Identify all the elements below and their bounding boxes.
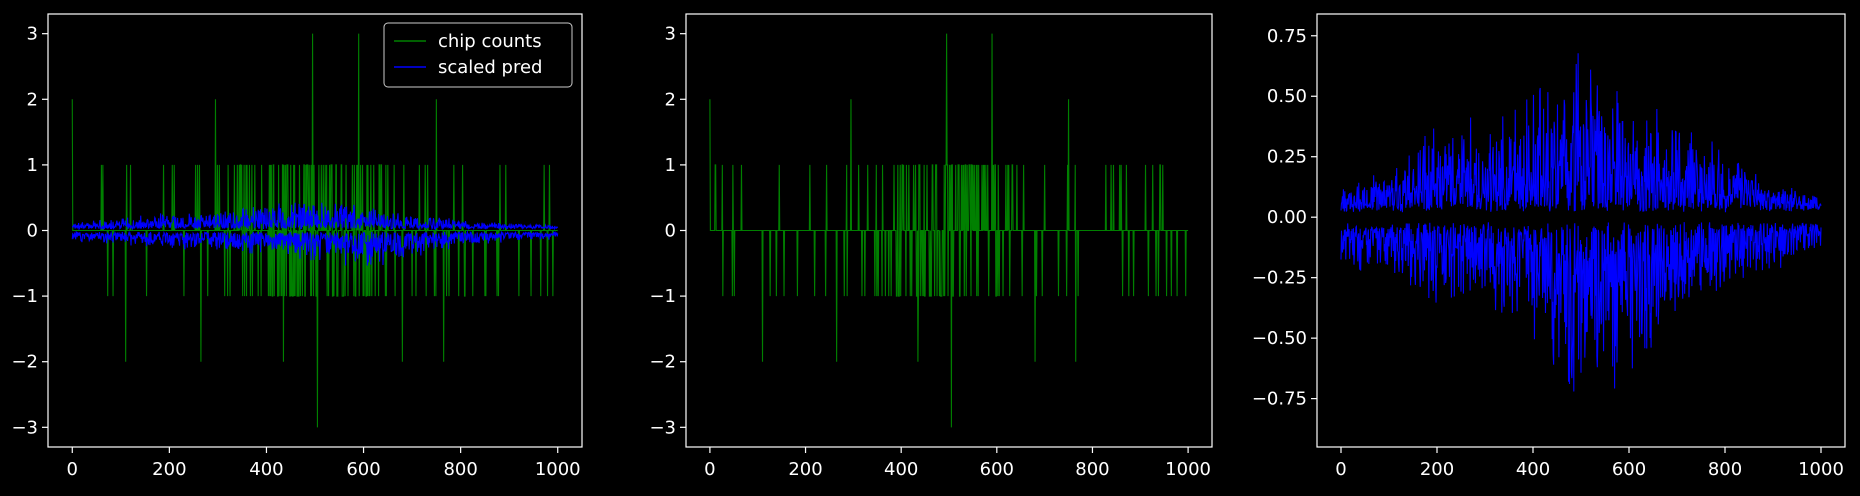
legend-box xyxy=(383,22,573,88)
plot-area xyxy=(709,33,1189,428)
x-tick-label: 0 xyxy=(704,459,715,480)
x-tick-label: 200 xyxy=(1420,459,1454,480)
y-tick-label: −1 xyxy=(11,286,38,307)
y-tick-label: 2 xyxy=(27,89,38,110)
y-tick-label: −2 xyxy=(11,352,38,373)
legend: chip counts scaled pred xyxy=(383,22,573,88)
y-tick-label: −1 xyxy=(649,286,676,307)
x-tick-label: 200 xyxy=(788,459,822,480)
x-tick-label: 1000 xyxy=(535,459,581,480)
series-line-pred-lower xyxy=(1340,222,1822,392)
x-tick-label: 800 xyxy=(1708,459,1742,480)
y-tick-label: 2 xyxy=(665,89,676,110)
series-line-counts xyxy=(71,33,558,428)
x-tick-label: 600 xyxy=(346,459,380,480)
x-tick-label: 1000 xyxy=(1798,459,1844,480)
x-tick-label: 400 xyxy=(1516,459,1550,480)
x-tick-label: 1000 xyxy=(1165,459,1211,480)
x-tick-label: 200 xyxy=(152,459,186,480)
y-tick-label: 1 xyxy=(665,155,676,176)
series-line-pred-upper xyxy=(1340,53,1822,213)
axes-frame xyxy=(1316,13,1846,448)
plot-area xyxy=(1340,53,1822,392)
x-tick-label: 0 xyxy=(67,459,78,480)
subplot-3: 0 200 400 600 800 1000 −0.75 −0.50 −0.25 0.00 0.25… xyxy=(1252,13,1846,480)
y-tick-label: −3 xyxy=(649,417,676,438)
legend-label: chip counts xyxy=(438,31,542,52)
y-tick-label: 0.25 xyxy=(1267,147,1307,168)
x-tick-label: 400 xyxy=(249,459,283,480)
y-tick-label: −3 xyxy=(11,417,38,438)
y-tick-label: 0.75 xyxy=(1267,26,1307,47)
y-tick-label: 3 xyxy=(665,24,676,45)
y-tick-label: 0.50 xyxy=(1267,86,1307,107)
x-tick-label: 0 xyxy=(1335,459,1346,480)
series-line-counts xyxy=(709,33,1189,428)
y-tick-label: 0 xyxy=(27,221,38,242)
y-tick-label: −2 xyxy=(649,352,676,373)
y-tick-label: −0.50 xyxy=(1252,328,1307,349)
x-tick-label: 600 xyxy=(980,459,1014,480)
y-tick-label: 0.00 xyxy=(1267,207,1307,228)
series-line-pred-lower xyxy=(71,229,559,266)
y-tick-label: −0.75 xyxy=(1252,389,1307,410)
x-tick-label: 800 xyxy=(1075,459,1109,480)
subplot-1: 0 200 400 600 800 1000 −3 −2 −1 0 1 2 3 chip counts sc… xyxy=(11,13,583,480)
series-line-pred-upper xyxy=(71,202,559,231)
y-tick-label: −0.25 xyxy=(1252,268,1307,289)
y-tick-label: 0 xyxy=(665,221,676,242)
plot-area xyxy=(71,33,559,428)
y-tick-label: 3 xyxy=(27,24,38,45)
legend-label: scaled pred xyxy=(438,57,542,78)
y-tick-label: 1 xyxy=(27,155,38,176)
x-tick-label: 400 xyxy=(884,459,918,480)
subplot-2: 0 200 400 600 800 1000 −3 −2 −1 0 1 2 3 xyxy=(649,13,1213,480)
x-tick-label: 800 xyxy=(443,459,477,480)
x-tick-label: 600 xyxy=(1612,459,1646,480)
